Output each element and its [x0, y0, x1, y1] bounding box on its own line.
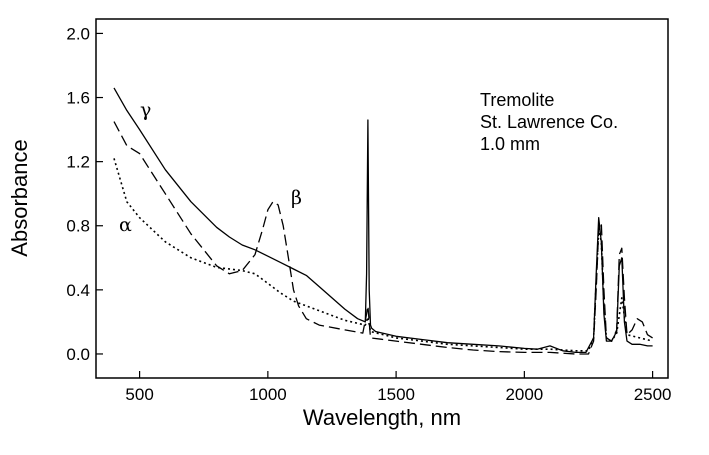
y-tick-label: 1.2 [66, 153, 90, 172]
annotation-mineral: Tremolite [480, 90, 554, 110]
x-axis-title: Wavelength, nm [303, 405, 461, 430]
series-gamma-line [113, 87, 653, 354]
x-tick-label: 2000 [505, 385, 543, 404]
x-tick-label: 500 [125, 385, 153, 404]
series-label-gamma: γ [140, 99, 151, 121]
y-tick-label: 0.4 [66, 281, 90, 300]
x-tick-label: 2500 [634, 385, 672, 404]
y-tick-label: 2.0 [66, 24, 90, 43]
y-tick-label: 0.8 [66, 217, 90, 236]
annotation-thickness: 1.0 mm [480, 134, 540, 154]
x-axis: 500 1000 1500 2000 2500 [125, 371, 672, 404]
y-tick-label: 0.0 [66, 345, 90, 364]
x-tick-label: 1500 [377, 385, 415, 404]
series-beta-line [113, 121, 653, 355]
x-tick-label: 1000 [249, 385, 287, 404]
series-alpha-line [113, 158, 653, 352]
series-label-alpha: α [119, 214, 132, 236]
annotation-locality: St. Lawrence Co. [480, 112, 618, 132]
y-axis-title: Absorbance [7, 139, 32, 256]
plot-frame [95, 18, 669, 379]
spectra [113, 87, 653, 355]
y-axis: 0.0 0.4 0.8 1.2 1.6 2.0 [66, 24, 103, 364]
y-tick-label: 1.6 [66, 89, 90, 108]
series-label-beta: β [291, 187, 302, 209]
